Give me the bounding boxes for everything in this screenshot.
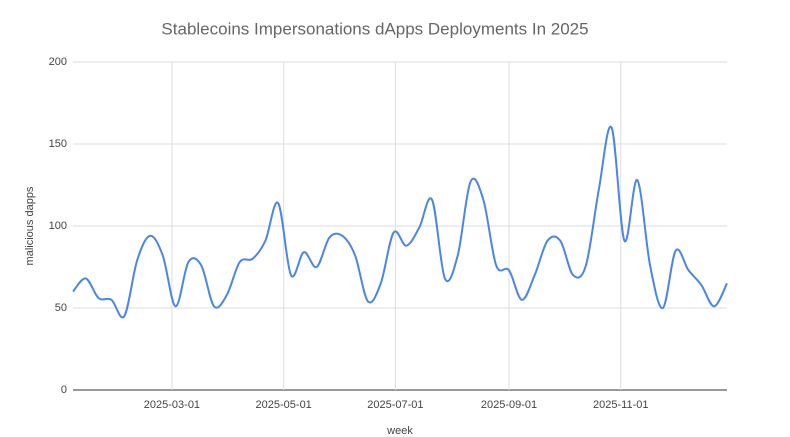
line [72,125,728,319]
x-tick-label: 2025-09-01 [481,399,537,411]
chart-title: Stablecoins Impersonations dApps Deploym… [161,19,588,38]
x-axis-label: week [386,425,413,437]
y-tick-label: 150 [49,138,67,150]
x-tick-label: 2025-03-01 [144,399,200,411]
y-tick-label: 200 [49,56,67,68]
y-axis-label: malicious dapps [24,186,36,265]
x-tick-label: 2025-11-01 [593,399,648,411]
x-tick-label: 2025-07-01 [367,399,423,411]
y-tick-label: 0 [61,384,67,396]
y-tick-label: 50 [55,302,67,314]
y-tick-label: 100 [49,220,67,232]
x-tick-label: 2025-05-01 [256,399,312,411]
